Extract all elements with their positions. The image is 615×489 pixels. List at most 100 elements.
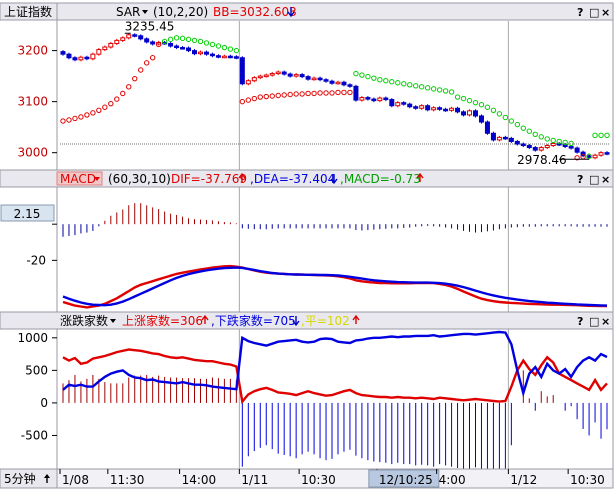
- sar-point: [173, 35, 180, 41]
- panel-button[interactable]: □: [589, 173, 599, 186]
- candle-body: [215, 55, 221, 58]
- dif-value: DIF=-37.769: [171, 172, 247, 186]
- candle-body: [395, 102, 401, 107]
- sar-point: [143, 60, 150, 66]
- panel-button[interactable]: ×: [601, 6, 610, 19]
- x-tick-label: 1/12: [510, 473, 537, 487]
- candle-body: [550, 142, 556, 147]
- panel-button[interactable]: ?: [577, 173, 583, 186]
- macd-dropdown-icon[interactable]: [94, 177, 100, 181]
- sar-point: [407, 82, 413, 88]
- sar-point: [227, 46, 234, 52]
- candle-body: [455, 107, 461, 113]
- breadth-panel: 涨跌家数 上涨家数=306 ,下跌家数=705 ,平=102 1000 500 0 -…: [0, 311, 614, 473]
- sar-point: [317, 90, 323, 96]
- sar-point: [245, 97, 252, 103]
- macd-up-arrow-icon: [416, 172, 424, 182]
- sar-point: [233, 47, 240, 54]
- candle-body: [305, 76, 311, 80]
- candle-body: [431, 107, 437, 111]
- macd-indicator-selector[interactable]: [56, 171, 103, 186]
- macd-current-value-box: [0, 204, 55, 222]
- candle-body: [437, 107, 443, 110]
- panel-button[interactable]: ?: [577, 315, 583, 328]
- price-panel-header: [0, 2, 614, 21]
- dea-down-arrow-icon: [330, 174, 338, 185]
- x-tick-label: 10:30: [570, 473, 605, 487]
- sar-point: [353, 70, 359, 77]
- sar-point: [155, 41, 162, 48]
- candle-body: [490, 132, 496, 141]
- period-selector[interactable]: [0, 468, 58, 489]
- x-tick-label: 11:30: [110, 473, 145, 487]
- candle-body: [203, 51, 209, 55]
- candle-body: [114, 39, 120, 44]
- candle-body: [180, 47, 186, 50]
- panel-button[interactable]: □: [589, 6, 599, 19]
- sar-point: [466, 97, 473, 104]
- price-panel-name: 上证指数: [4, 4, 52, 19]
- sar-point: [203, 40, 210, 46]
- breadth-y-tick-label: 1000: [17, 331, 48, 345]
- panel-button[interactable]: □: [589, 315, 599, 328]
- candle-body: [287, 73, 293, 77]
- fall-down-arrow-icon: [292, 316, 300, 327]
- sar-point: [293, 91, 299, 97]
- candle-body: [359, 97, 365, 101]
- sar-point: [395, 80, 401, 86]
- sar-point: [371, 75, 377, 81]
- sar-point: [568, 140, 574, 147]
- sar-point: [257, 94, 263, 100]
- macd-panel-name[interactable]: MACD: [60, 172, 96, 186]
- sar-point: [221, 44, 228, 51]
- candle-body: [401, 102, 407, 105]
- candle-body: [383, 97, 389, 101]
- candle-body: [299, 74, 305, 78]
- candle-body: [132, 34, 138, 37]
- sar-point: [215, 43, 222, 49]
- sar-point: [126, 84, 132, 90]
- sar-point: [90, 110, 96, 116]
- candle-body: [371, 98, 377, 102]
- sar-indicator-selector[interactable]: SAR: [116, 5, 140, 19]
- candle-body: [120, 37, 126, 41]
- sar-point: [413, 83, 419, 89]
- period-label[interactable]: 5分钟: [4, 471, 36, 486]
- sar-point: [550, 137, 556, 144]
- candle-body: [514, 140, 520, 145]
- sar-point: [442, 88, 449, 94]
- sar-point: [185, 36, 192, 43]
- x-tick-label: 1/11: [241, 473, 268, 487]
- breadth-y-tick-label: -500: [21, 428, 48, 442]
- breadth-panel-name[interactable]: 涨跌家数: [60, 313, 108, 328]
- candle-body: [96, 49, 102, 55]
- sar-dropdown-icon[interactable]: [142, 10, 148, 14]
- sar-point: [520, 125, 527, 131]
- sar-point: [197, 38, 204, 45]
- candle-body: [413, 106, 419, 109]
- sar-point: [365, 73, 371, 80]
- sar-point: [389, 79, 395, 85]
- breadth-dropdown-icon[interactable]: [110, 319, 116, 323]
- sar-point: [478, 101, 485, 108]
- rise-count-value: 上涨家数=306: [122, 313, 203, 328]
- panel-button[interactable]: ?: [577, 6, 583, 19]
- sar-point: [598, 132, 604, 139]
- sar-point: [592, 132, 598, 139]
- x-tick-label: 1/08: [62, 473, 89, 487]
- panel-button[interactable]: ×: [601, 173, 610, 186]
- panel-button[interactable]: ×: [601, 315, 610, 328]
- candle-body: [251, 77, 257, 82]
- panel-buttons: ? □ ×? □ ×? □ ×: [577, 6, 610, 328]
- dea-value: ,DEA=-37.404: [250, 172, 335, 186]
- candle-body: [389, 99, 395, 107]
- period-toggle-icon[interactable]: [44, 474, 50, 478]
- x-cursor-highlight: [368, 469, 440, 488]
- candle-body: [377, 97, 383, 102]
- candle-body: [496, 136, 502, 141]
- x-tick-label: 4:00: [439, 473, 466, 487]
- flat-up-arrow-icon: [352, 314, 360, 324]
- breadth-y-tick-label: 0: [40, 396, 48, 410]
- sar-point: [275, 92, 281, 99]
- sar-point: [287, 91, 293, 98]
